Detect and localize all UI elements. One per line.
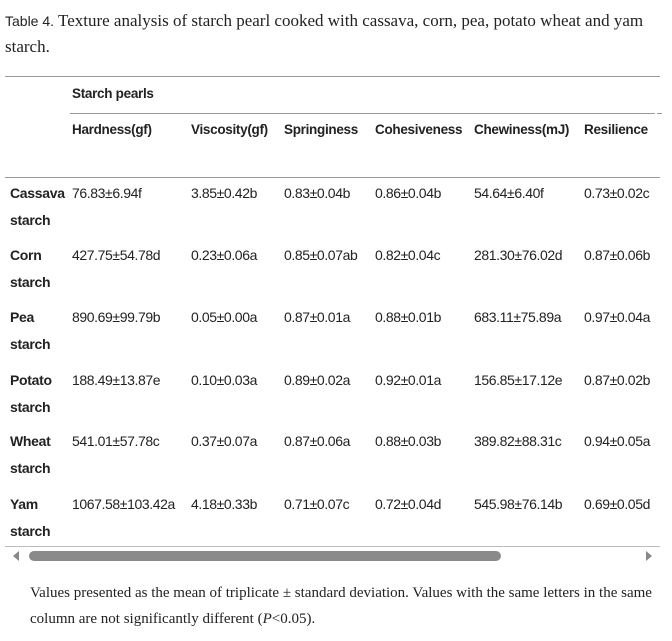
table-cell: 0.89±0.02a	[284, 372, 350, 388]
row-label: Corn starch	[10, 242, 70, 296]
scrollbar-thumb[interactable]	[29, 551, 501, 561]
table-caption: Table 4. Texture analysis of starch pear…	[5, 8, 667, 60]
table-cell: 0.87±0.06b	[584, 247, 650, 263]
row-label-line1: Cassava	[10, 185, 65, 201]
column-header-resilience: Resilience	[584, 122, 648, 137]
table-cell: 0.88±0.03b	[375, 433, 441, 449]
scroll-right-arrow-icon[interactable]	[646, 551, 652, 561]
table-cell: 0.71±0.07c	[284, 496, 350, 512]
divider	[5, 76, 660, 77]
table-cell: 683.11±75.89a	[474, 309, 562, 325]
row-label: Pea starch	[10, 304, 70, 358]
table-cell: 0.88±0.01b	[375, 309, 441, 325]
row-label-line2: starch	[10, 336, 51, 352]
table-cell: 0.82±0.04c	[375, 247, 441, 263]
table-cell: 0.85±0.07ab	[284, 247, 358, 263]
row-label-line2: starch	[10, 274, 51, 290]
group-header: Starch pearls	[72, 86, 154, 101]
column-header-hardness: Hardness(gf)	[72, 122, 152, 137]
row-label-line2: starch	[10, 212, 51, 228]
column-header-cohesiveness: Cohesiveness	[375, 122, 463, 137]
footnote-text: Values presented as the mean of triplica…	[30, 585, 652, 627]
table-cell: 0.10±0.03a	[191, 372, 257, 388]
divider	[70, 113, 655, 114]
table-cell: 0.23±0.06a	[191, 247, 257, 263]
table-cell: 54.64±6.40f	[474, 185, 544, 201]
table-row: Pea starch 890.69±99.79b 0.05±0.00a 0.87±0.0…	[0, 304, 672, 366]
row-label-line2: starch	[10, 523, 51, 539]
table-cell: 0.87±0.06a	[284, 433, 350, 449]
table-cell: 541.01±57.78c	[72, 433, 160, 449]
divider	[657, 113, 662, 114]
table-row: Potato starch 188.49±13.87e 0.10±0.03a 0.89±…	[0, 367, 672, 429]
row-label-line1: Corn	[10, 247, 42, 263]
table-cell: 1067.58±103.42a	[72, 496, 175, 512]
table-row: Wheat starch 541.01±57.78c 0.37±0.07a 0.87±0…	[0, 428, 672, 490]
table-cell: 156.85±17.12e	[474, 372, 563, 388]
table-cell: 0.37±0.07a	[191, 433, 257, 449]
horizontal-scrollbar[interactable]	[5, 546, 660, 565]
table-row: Cassava starch 76.83±6.94f 3.85±0.42b 0.83±0…	[0, 180, 672, 242]
table-cell: 0.87±0.02b	[584, 372, 650, 388]
column-header-springiness: Springiness	[284, 122, 358, 137]
table-cell: 0.72±0.04d	[375, 496, 441, 512]
table-cell: 0.86±0.04b	[375, 185, 441, 201]
row-label: Cassava starch	[10, 180, 70, 234]
divider	[5, 177, 660, 178]
table-cell: 0.94±0.05a	[584, 433, 650, 449]
table-cell: 890.69±99.79b	[72, 309, 161, 325]
table-cell: 545.98±76.14b	[474, 496, 563, 512]
column-header-viscosity: Viscosity(gf)	[191, 122, 268, 137]
column-header-chewiness: Chewiness(mJ)	[474, 122, 570, 137]
table-cell: 0.92±0.01a	[375, 372, 441, 388]
table-row: Corn starch 427.75±54.78d 0.23±0.06a 0.85±0.…	[0, 242, 672, 304]
caption-text: Texture analysis of starch pearl cooked …	[5, 11, 644, 56]
row-label-line1: Yam	[10, 496, 38, 512]
table-cell: 188.49±13.87e	[72, 372, 161, 388]
table-cell: 76.83±6.94f	[72, 185, 142, 201]
table-cell: 0.73±0.02c	[584, 185, 650, 201]
footnote-text-end: <0.05).	[271, 611, 316, 627]
row-label: Wheat starch	[10, 428, 70, 482]
table-cell: 0.87±0.01a	[284, 309, 350, 325]
table-cell: 4.18±0.33b	[191, 496, 257, 512]
table-cell: 427.75±54.78d	[72, 247, 161, 263]
row-label-line2: starch	[10, 460, 51, 476]
table-footnote: Values presented as the mean of triplica…	[30, 580, 660, 632]
table-cell: 0.83±0.04b	[284, 185, 350, 201]
scroll-left-arrow-icon[interactable]	[13, 551, 19, 561]
table-row: Yam starch 1067.58±103.42a 4.18±0.33b 0.71±0…	[0, 491, 672, 553]
row-label-line1: Potato	[10, 372, 52, 388]
table-cell: 0.05±0.00a	[191, 309, 257, 325]
table-cell: 3.85±0.42b	[191, 185, 257, 201]
row-label-line1: Pea	[10, 309, 35, 325]
table-cell: 281.30±76.02d	[474, 247, 563, 263]
row-label-line2: starch	[10, 399, 51, 415]
row-label-line1: Wheat	[10, 433, 51, 449]
table-cell: 0.69±0.05d	[584, 496, 650, 512]
row-label: Potato starch	[10, 367, 70, 421]
row-label: Yam starch	[10, 491, 70, 545]
table-cell: 0.97±0.04a	[584, 309, 650, 325]
table-cell: 389.82±88.31c	[474, 433, 562, 449]
table-label: Table 4.	[5, 13, 55, 29]
footnote-p: P	[262, 611, 272, 627]
